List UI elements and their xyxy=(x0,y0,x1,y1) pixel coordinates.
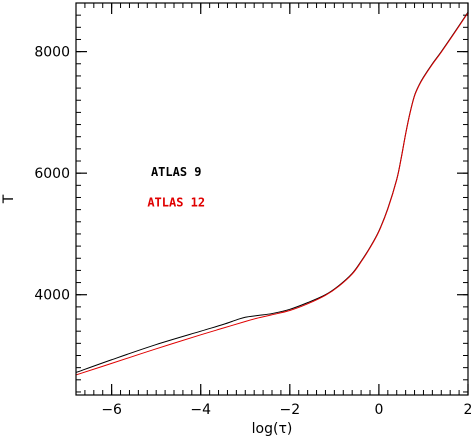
annotation-atlas-9: ATLAS 9 xyxy=(151,165,202,179)
series-line-1 xyxy=(75,12,469,376)
x-tick-label: −6 xyxy=(101,402,122,418)
tick-labels: −6 −4 −2 0 2 4000 6000 8000 xyxy=(34,45,472,418)
series-layer xyxy=(75,11,469,376)
minor-ticks xyxy=(75,2,469,395)
x-tick-label: −2 xyxy=(279,402,300,418)
y-tick-label: 6000 xyxy=(34,166,70,182)
x-tick-label: −4 xyxy=(190,402,211,418)
y-tick-label: 4000 xyxy=(34,288,70,304)
major-ticks xyxy=(76,3,469,395)
annotation-atlas-12: ATLAS 12 xyxy=(147,196,205,210)
x-tick-label: 2 xyxy=(464,402,473,418)
y-axis-label: T xyxy=(1,194,17,204)
plot-frame xyxy=(75,2,469,396)
series-line-0 xyxy=(75,11,469,373)
x-axis-label: log(τ) xyxy=(252,421,293,437)
x-tick-label: 0 xyxy=(374,402,383,418)
y-tick-label: 8000 xyxy=(34,45,70,61)
